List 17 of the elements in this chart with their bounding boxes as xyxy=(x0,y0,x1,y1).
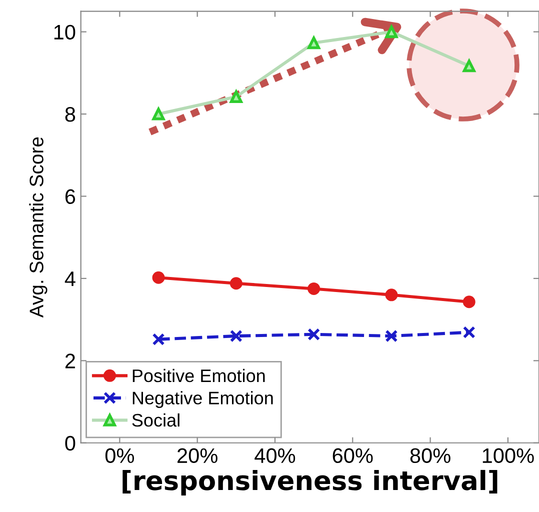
y-tick-label: 6 xyxy=(65,189,76,204)
x-tick-label: 100% xyxy=(482,448,534,464)
y-tick-label: 4 xyxy=(64,272,76,286)
legend-label: Social xyxy=(132,413,180,427)
y-tick-label: 8 xyxy=(65,107,76,122)
y-tick-label: 0 xyxy=(65,436,76,451)
legend-label: Negative Emotion xyxy=(132,391,273,408)
y-tick-label: 10 xyxy=(54,24,76,40)
x-tick-label: 80% xyxy=(410,448,450,464)
x-tick-label: 40% xyxy=(254,448,296,464)
x-axis-title: [responsiveness interval] xyxy=(122,470,498,496)
legend-label: Positive Emotion xyxy=(132,368,265,382)
x-tick-label: 60% xyxy=(332,448,373,464)
y-axis-title: Avg. Semantic Score xyxy=(29,137,48,318)
y-tick-label: 2 xyxy=(65,354,75,368)
x-tick-label: 0% xyxy=(105,448,134,464)
x-tick-label: 20% xyxy=(178,448,218,464)
